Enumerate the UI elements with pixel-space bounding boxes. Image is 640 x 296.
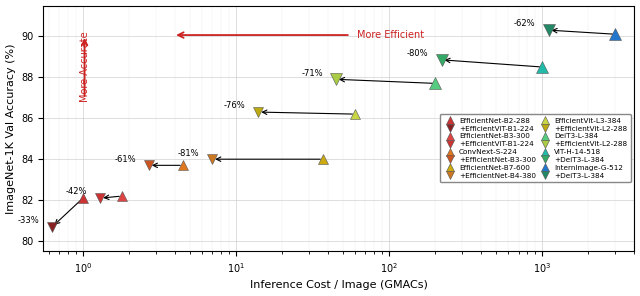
Text: -61%: -61% xyxy=(114,155,136,164)
Text: More Efficient: More Efficient xyxy=(356,30,424,40)
Text: -62%: -62% xyxy=(514,20,536,28)
Text: -76%: -76% xyxy=(223,102,245,110)
Text: -42%: -42% xyxy=(66,187,87,197)
X-axis label: Inference Cost / Image (GMACs): Inference Cost / Image (GMACs) xyxy=(250,280,428,290)
Text: -81%: -81% xyxy=(177,149,199,157)
Text: More Accurate: More Accurate xyxy=(79,32,90,102)
Text: -80%: -80% xyxy=(407,49,428,58)
Text: -71%: -71% xyxy=(301,69,323,78)
Y-axis label: ImageNet-1K Val Accuracy (%): ImageNet-1K Val Accuracy (%) xyxy=(6,43,15,214)
Legend: EfficientNet-B2-288, +EfficientViT-B1-224, EfficientNet-B3-300, +EfficientViT-B1: EfficientNet-B2-288, +EfficientViT-B1-22… xyxy=(440,114,631,182)
Text: -33%: -33% xyxy=(17,216,39,225)
